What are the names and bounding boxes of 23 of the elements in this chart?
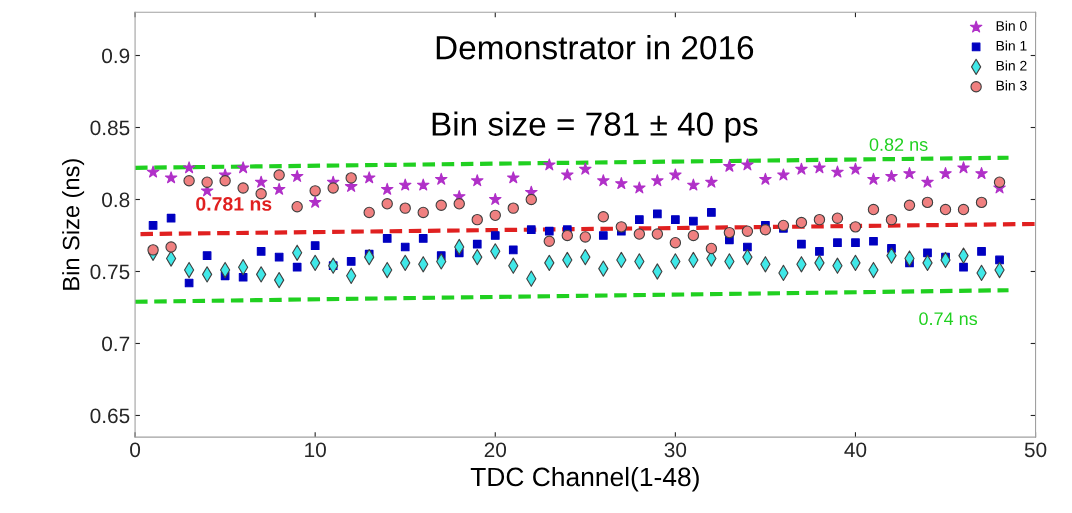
legend-label: Bin 2 [996, 60, 1027, 71]
y-tick-label: 0.8 [102, 192, 130, 208]
legend-label: Bin 3 [996, 80, 1027, 91]
legend-label: Bin 0 [996, 20, 1027, 31]
annotation: Bin size = 781 ± 40 ps [432, 111, 758, 143]
x-axis-title: TDC Channel(1-48) [470, 466, 699, 492]
x-tick-label: 50 [1024, 442, 1047, 458]
y-tick-label: 0.75 [90, 264, 130, 280]
y-tick-label: 0.9 [102, 48, 130, 64]
y-tick-label: 0.7 [102, 336, 130, 352]
y-tick-label: 0.65 [90, 408, 130, 424]
y-axis-title: Bin Size (ns) [62, 159, 85, 290]
annotation: 0.82 ns [869, 138, 928, 151]
x-tick-label: 40 [844, 442, 867, 458]
legend-label: Bin 1 [996, 40, 1027, 51]
x-tick-label: 30 [664, 442, 687, 458]
annotation: Demonstrator in 2016 [436, 35, 754, 60]
annotation: 0.781 ns [196, 197, 272, 211]
x-tick-label: 10 [305, 442, 326, 458]
y-tick-label: 0.85 [90, 120, 130, 136]
x-tick-label: 0 [130, 442, 141, 458]
annotation: 0.74 ns [919, 312, 978, 326]
x-tick-label: 20 [484, 442, 507, 458]
